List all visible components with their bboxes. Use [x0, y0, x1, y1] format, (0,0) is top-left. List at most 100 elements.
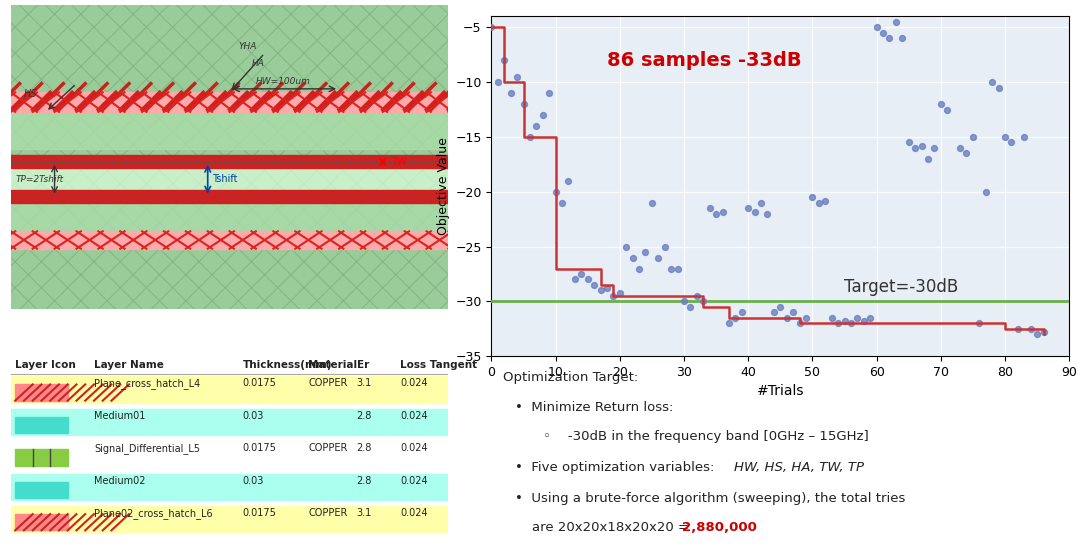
- Point: [906, 144, 923, 152]
- Text: 2.8: 2.8: [356, 476, 372, 486]
- Text: YHA: YHA: [239, 42, 257, 51]
- Y-axis label: Objective Value: Objective Value: [436, 138, 449, 235]
- Text: 2.8: 2.8: [356, 443, 372, 453]
- Point: [624, 253, 642, 262]
- Point: [939, 105, 956, 114]
- Point: [509, 72, 526, 81]
- Point: [984, 78, 1001, 87]
- Point: [598, 284, 616, 293]
- Point: [893, 34, 910, 43]
- Point: [528, 122, 545, 130]
- Point: [637, 248, 654, 256]
- Text: Layer Icon: Layer Icon: [15, 360, 76, 370]
- Point: [804, 193, 821, 202]
- Point: [990, 83, 1008, 92]
- Point: [733, 308, 751, 317]
- Bar: [11, 473, 448, 500]
- Point: [875, 28, 892, 37]
- Text: Thickness(mm): Thickness(mm): [243, 360, 333, 370]
- Point: [900, 138, 917, 147]
- Text: Plane_cross_hatch_L4: Plane_cross_hatch_L4: [94, 378, 200, 389]
- Text: HA: HA: [252, 59, 265, 68]
- Text: 0.0175: 0.0175: [243, 443, 276, 453]
- Point: [496, 56, 513, 65]
- Point: [778, 313, 795, 322]
- Text: 3.1: 3.1: [356, 508, 372, 518]
- Bar: [11, 162, 448, 197]
- Text: Signal_Differential_L5: Signal_Differential_L5: [94, 443, 200, 454]
- Point: [1028, 330, 1045, 339]
- Point: [868, 23, 886, 32]
- Point: [816, 196, 834, 205]
- Point: [977, 187, 995, 196]
- Text: Layer Name: Layer Name: [94, 360, 164, 370]
- Point: [592, 286, 609, 295]
- Point: [862, 313, 879, 322]
- Point: [631, 264, 648, 273]
- Point: [849, 313, 866, 322]
- Point: [740, 204, 757, 213]
- Point: [881, 34, 899, 43]
- Text: Loss Tangent: Loss Tangent: [401, 360, 477, 370]
- Point: [810, 198, 827, 207]
- Bar: [11, 231, 448, 249]
- Bar: [15, 417, 68, 433]
- Point: [829, 319, 847, 328]
- Point: [913, 141, 930, 150]
- Text: 0.024: 0.024: [401, 508, 428, 518]
- Point: [797, 313, 814, 322]
- Point: [694, 297, 712, 306]
- Point: [855, 317, 873, 326]
- Text: HW, HS, HA, TW, TP: HW, HS, HA, TW, TP: [734, 461, 864, 474]
- Point: [579, 275, 596, 284]
- Point: [971, 319, 988, 328]
- Text: Tshift: Tshift: [212, 174, 238, 184]
- Text: 0.03: 0.03: [243, 411, 265, 421]
- Bar: [11, 441, 448, 467]
- Point: [566, 275, 583, 284]
- X-axis label: #Trials: #Trials: [757, 385, 804, 398]
- Point: [836, 317, 853, 326]
- Text: HW=100um: HW=100um: [256, 77, 311, 85]
- Bar: [15, 385, 68, 401]
- Point: [605, 292, 622, 300]
- Point: [585, 281, 603, 289]
- Point: [681, 302, 699, 311]
- Point: [553, 198, 570, 207]
- Point: [919, 155, 936, 163]
- Text: COPPER: COPPER: [309, 443, 348, 453]
- Point: [1003, 138, 1021, 147]
- Point: [1015, 133, 1032, 141]
- Point: [1022, 324, 1039, 333]
- Point: [669, 264, 686, 273]
- Text: are 20x20x18x20x20 =: are 20x20x18x20x20 =: [514, 521, 692, 534]
- Bar: [11, 155, 448, 168]
- Bar: [11, 197, 448, 231]
- Text: TP=2Tshift: TP=2Tshift: [15, 175, 64, 184]
- Bar: [11, 190, 448, 203]
- Point: [1035, 328, 1052, 336]
- Point: [823, 313, 840, 322]
- Point: [926, 144, 943, 152]
- Point: [546, 187, 564, 196]
- Text: Optimization Target:: Optimization Target:: [503, 370, 638, 384]
- Bar: [15, 449, 68, 465]
- Bar: [11, 409, 448, 435]
- Text: 0.0175: 0.0175: [243, 378, 276, 389]
- Bar: [15, 482, 68, 498]
- Bar: [15, 514, 68, 530]
- Text: 0.024: 0.024: [401, 411, 428, 421]
- Text: COPPER: COPPER: [309, 378, 348, 389]
- Point: [842, 319, 860, 328]
- Text: 2,880,000: 2,880,000: [683, 521, 757, 534]
- Text: 0.024: 0.024: [401, 443, 428, 453]
- Point: [766, 308, 783, 317]
- Bar: [11, 110, 448, 149]
- Text: Medium01: Medium01: [94, 411, 146, 421]
- Point: [945, 0, 962, 4]
- Point: [657, 242, 674, 251]
- Point: [753, 198, 770, 207]
- Point: [707, 209, 725, 218]
- Point: [888, 18, 905, 26]
- Point: [662, 264, 679, 273]
